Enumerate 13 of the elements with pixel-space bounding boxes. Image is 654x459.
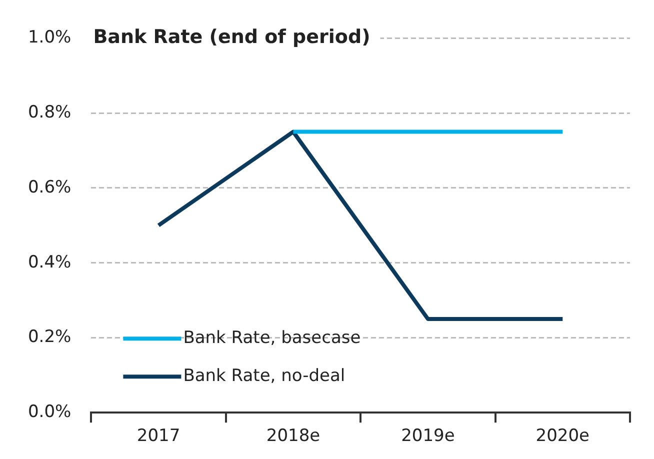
legend-label: Bank Rate, basecase [183, 328, 361, 348]
x-tick-label: 2019e [401, 426, 455, 446]
legend-label: Bank Rate, no-deal [183, 366, 346, 386]
x-tick-label: 2018e [266, 426, 320, 446]
x-tick-label: 2020e [536, 426, 590, 446]
y-tick-label: 0.0% [28, 402, 72, 422]
y-tick-label: 0.8% [28, 102, 72, 122]
y-tick-label: 0.4% [28, 252, 72, 272]
y-tick-label: 0.6% [28, 177, 72, 198]
x-tick-label: 2017 [136, 426, 180, 446]
y-tick-label: 0.2% [28, 327, 72, 348]
chart-title: Bank Rate (end of period) [93, 26, 370, 48]
y-tick-label: 1.0% [28, 28, 72, 48]
